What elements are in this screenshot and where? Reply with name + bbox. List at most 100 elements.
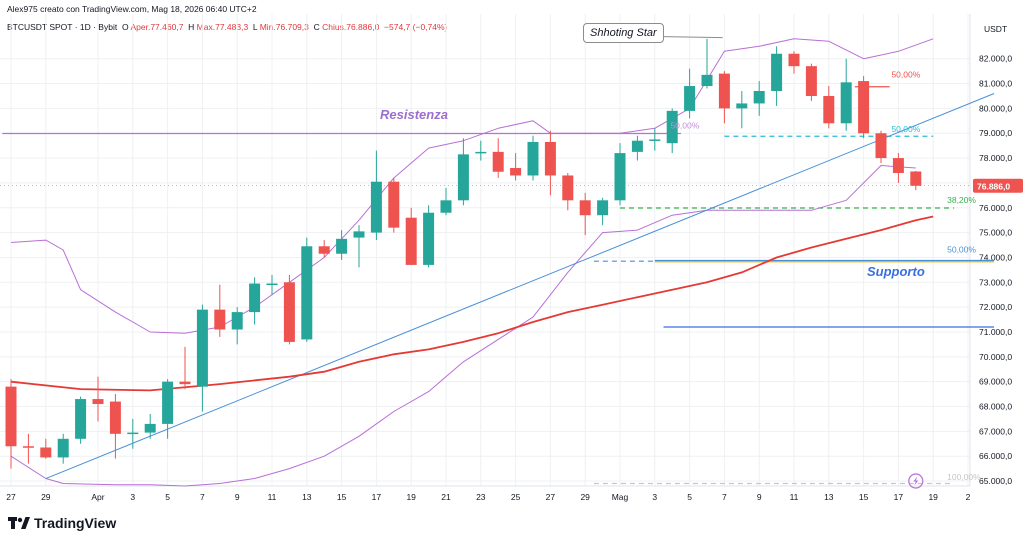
candle-body[interactable] — [57, 438, 69, 458]
x-tick-label: 17 — [372, 492, 382, 502]
x-tick-label: 2 — [966, 492, 971, 502]
candle-body[interactable] — [649, 139, 661, 141]
candle-body[interactable] — [423, 212, 435, 265]
candle-body[interactable] — [597, 200, 609, 216]
candle-body[interactable] — [388, 181, 400, 228]
candle-body[interactable] — [892, 158, 904, 173]
candle-body[interactable] — [631, 140, 643, 152]
y-tick-label: 82.000,0 — [979, 54, 1012, 64]
candle-body[interactable] — [823, 95, 835, 124]
header-attribution: Alex975 creato con TradingView.com, Mag … — [7, 4, 257, 14]
x-tick-label: 15 — [859, 492, 869, 502]
candle-body[interactable] — [684, 86, 696, 111]
low-value: Min.76.709,3 — [259, 22, 309, 32]
candle-body[interactable] — [109, 401, 121, 434]
candle-body[interactable] — [701, 74, 713, 87]
x-tick-label: Apr — [91, 492, 104, 502]
candle-body[interactable] — [527, 141, 539, 176]
candle-body[interactable] — [40, 447, 52, 458]
candle-body[interactable] — [475, 151, 487, 154]
candle-body[interactable] — [544, 141, 556, 176]
change-value: −574,7 (−0,74%) — [384, 22, 448, 32]
candle-body[interactable] — [179, 381, 191, 385]
x-tick-label: 5 — [687, 492, 692, 502]
shooting-star-note[interactable]: Shhoting Star — [583, 23, 664, 43]
x-tick-label: 29 — [580, 492, 590, 502]
candle-body[interactable] — [718, 73, 730, 109]
candle-body[interactable] — [579, 200, 591, 216]
candle-body[interactable] — [214, 309, 226, 330]
open-value: Aper.77.460,7 — [130, 22, 184, 32]
candle-body[interactable] — [5, 386, 17, 447]
fib-label-100: 100,00% — [947, 472, 981, 482]
trendline[interactable] — [45, 93, 995, 480]
candle-body[interactable] — [875, 133, 887, 159]
candle-body[interactable] — [196, 309, 208, 387]
candle-body[interactable] — [440, 200, 452, 213]
candle-body[interactable] — [492, 151, 504, 172]
tradingview-logo-text: TradingView — [34, 515, 117, 531]
fib-label-50-pink: 50,00% — [670, 120, 699, 130]
x-tick-label: 3 — [130, 492, 135, 502]
candle-body[interactable] — [266, 283, 278, 286]
candle-body[interactable] — [318, 246, 330, 254]
candle-body[interactable] — [614, 153, 626, 201]
candle-body[interactable] — [562, 175, 574, 201]
candle-body[interactable] — [370, 181, 382, 233]
tradingview-logo-icon — [8, 516, 30, 530]
symbol-label: BTCUSDT SPOT · 1D · Bybit — [7, 22, 118, 32]
lightning-icon[interactable] — [908, 473, 924, 489]
candle-body[interactable] — [144, 423, 156, 433]
candle-body[interactable] — [249, 283, 261, 313]
y-tick-label: 74.000,0 — [979, 252, 1012, 262]
candle-body[interactable] — [753, 91, 765, 104]
candle-body[interactable] — [75, 399, 87, 439]
candle-body[interactable] — [510, 168, 522, 176]
x-tick-label: 11 — [790, 492, 799, 502]
x-tick-label: 13 — [824, 492, 834, 502]
candle-body[interactable] — [405, 217, 417, 265]
low-key: L — [252, 22, 258, 32]
candle-body[interactable] — [840, 82, 852, 124]
moving-average-line[interactable] — [10, 215, 934, 392]
candle-body[interactable] — [301, 246, 313, 340]
candle-body[interactable] — [353, 231, 365, 238]
candle-body[interactable] — [457, 154, 469, 201]
candle-body[interactable] — [910, 171, 922, 186]
candle-body[interactable] — [788, 53, 800, 67]
x-tick-label: 21 — [441, 492, 451, 502]
x-tick-label: 27 — [546, 492, 556, 502]
y-tick-label: 80.000,0 — [979, 103, 1012, 113]
candle-body[interactable] — [283, 282, 295, 342]
support-label[interactable]: Supporto — [867, 264, 925, 279]
candle-body[interactable] — [736, 103, 748, 109]
y-tick-label: 73.000,0 — [979, 277, 1012, 287]
lightning-icon-glyph — [913, 476, 919, 486]
candle-body[interactable] — [771, 53, 783, 92]
candle-body[interactable] — [127, 432, 139, 435]
header-ohlc: BTCUSDT SPOT · 1D · Bybit O Aper.77.460,… — [7, 22, 447, 32]
candle-body[interactable] — [805, 66, 817, 96]
tradingview-logo[interactable]: TradingView — [8, 515, 116, 531]
y-tick-label: 65.000,0 — [979, 476, 1012, 486]
x-tick-label: 29 — [41, 492, 51, 502]
current-price-tag[interactable] — [973, 178, 1023, 193]
candle-body[interactable] — [666, 110, 678, 144]
fib-label-50-blue: 50,00% — [947, 244, 976, 254]
high-key: H — [188, 22, 195, 32]
candle-body[interactable] — [858, 81, 870, 134]
candle-body[interactable] — [336, 238, 348, 254]
candle-body[interactable] — [231, 312, 243, 330]
candle-body[interactable] — [162, 381, 174, 424]
bollinger-lower-line[interactable] — [10, 165, 916, 487]
y-tick-label: 68.000,0 — [979, 402, 1012, 412]
close-value: Chius.76.886,0 — [322, 22, 380, 32]
candle-body[interactable] — [22, 446, 34, 448]
open-key: O — [121, 22, 129, 32]
candle-body[interactable] — [92, 399, 104, 405]
y-tick-label: 78.000,0 — [979, 153, 1012, 163]
resistance-label[interactable]: Resistenza — [380, 107, 448, 122]
x-tick-label: 25 — [511, 492, 521, 502]
x-tick-label: 23 — [476, 492, 486, 502]
